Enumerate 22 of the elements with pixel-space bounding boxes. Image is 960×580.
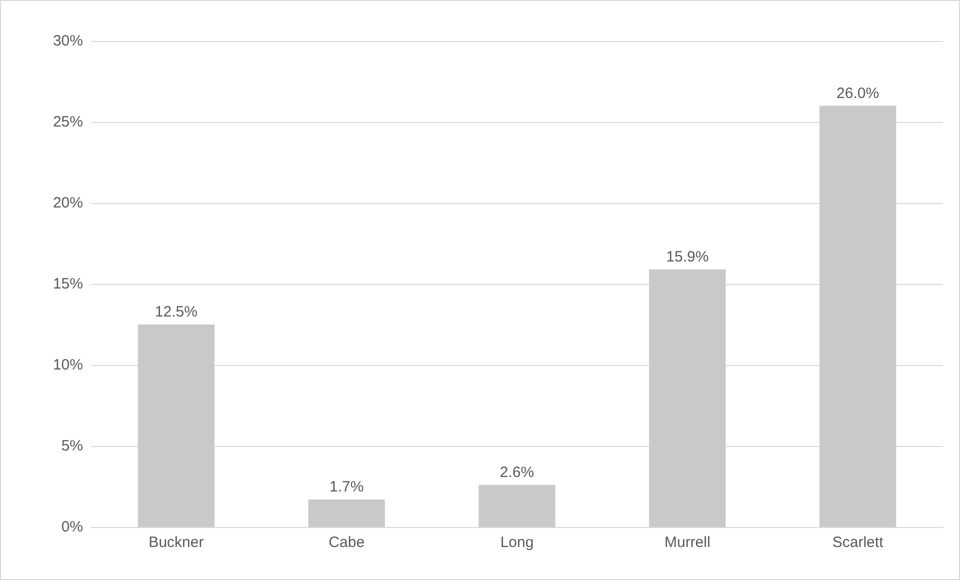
y-tick-label: 5% (61, 438, 83, 454)
data-label: 2.6% (500, 464, 534, 481)
y-tick-label: 25% (52, 114, 83, 130)
data-label: 15.9% (666, 248, 709, 266)
y-tick-label: 20% (52, 194, 83, 212)
bar (138, 324, 215, 527)
data-label: 26.0% (836, 84, 880, 102)
bar (308, 499, 385, 527)
x-tick-label: Murrell (664, 534, 710, 551)
bar (478, 484, 556, 527)
x-tick-label: Scarlett (832, 534, 884, 551)
bar (649, 269, 726, 527)
bar (819, 106, 896, 527)
y-tick-label: 30% (52, 32, 83, 50)
x-tick-label: Buckner (148, 534, 204, 551)
x-tick-label: Cabe (328, 534, 365, 551)
x-tick-label: Long (500, 534, 534, 551)
y-tick-label: 15% (52, 276, 83, 292)
y-tick-label: 0% (61, 518, 83, 536)
data-label: 12.5% (154, 304, 198, 320)
data-label: 1.7% (330, 478, 364, 496)
y-tick-label: 10% (52, 356, 83, 374)
